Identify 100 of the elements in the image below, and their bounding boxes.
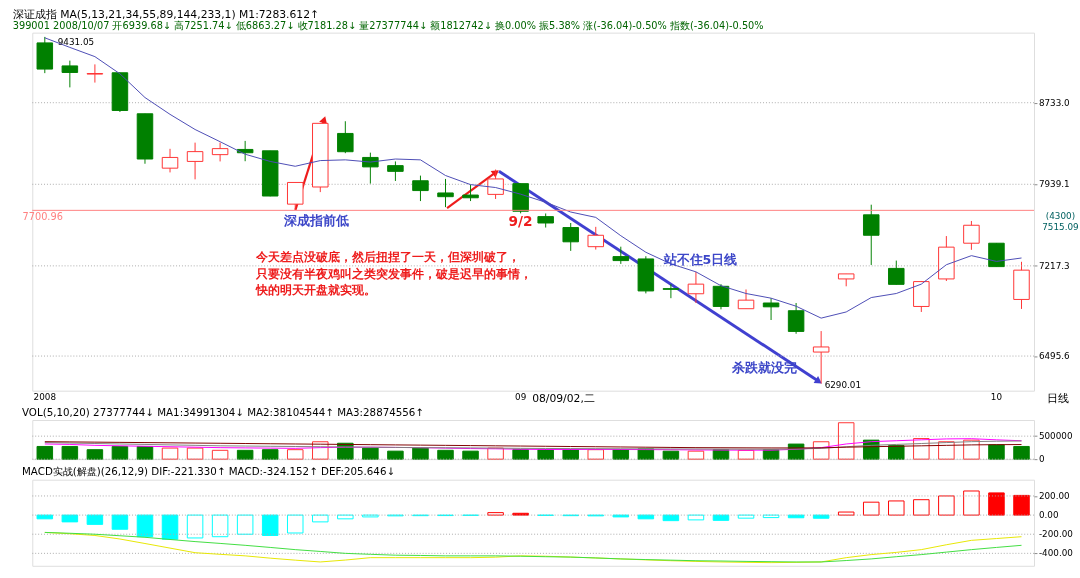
candlestick — [437, 178, 454, 208]
x-tick-label: 09 — [515, 391, 527, 402]
annotation: 深成指前低 — [283, 213, 350, 229]
text: 日线 — [1046, 392, 1069, 406]
bar — [261, 449, 279, 460]
bar — [712, 514, 730, 521]
x-tick-label: 10 — [990, 391, 1003, 402]
bar — [662, 450, 680, 460]
annotation: 9/2 — [508, 213, 533, 230]
bar — [913, 499, 930, 516]
bar — [161, 514, 179, 540]
bar — [186, 447, 204, 460]
y-tick-label: 0.00 — [1038, 510, 1059, 521]
x-tick-label: 2008 — [33, 391, 56, 402]
bar — [211, 514, 229, 538]
candlestick — [61, 60, 79, 88]
bar — [988, 444, 1005, 460]
bar — [462, 450, 479, 460]
bar — [136, 445, 154, 460]
bar — [236, 449, 254, 460]
bar — [888, 445, 905, 460]
bar — [286, 449, 304, 460]
candlestick — [161, 148, 179, 173]
candlestick — [712, 283, 730, 310]
y-tick-label: 8733.0 — [1038, 97, 1071, 108]
annotation: 今天差点没破底，然后扭捏了一天，但深圳破了， — [255, 250, 521, 265]
annotation: 快的明天开盘就实现。 — [255, 282, 377, 297]
bar — [261, 514, 279, 536]
candlestick — [988, 242, 1005, 268]
bar — [387, 450, 404, 460]
y-tick-label: 500000 — [1038, 431, 1073, 442]
bar — [537, 449, 554, 460]
bar — [1013, 494, 1030, 516]
chart-title: MACD实战(解盘)(26,12,9) DIF:-221.330↑ MACD:-324.152↑ DEF:205.646↓ — [22, 465, 396, 478]
chart-subtitle: 399001 2008/10/07 开6939.68↓ 高7251.74↓ 低6863.27↓ 收7181.28↓ 量27377744↓ 额1812742↓ 换0.00% 振5.38% 涨(-36.04)-0.50% 指数(-36.04)-0.50% — [12, 19, 764, 31]
bar — [963, 490, 980, 516]
candlestick — [662, 283, 680, 299]
candlestick — [337, 120, 354, 154]
bar — [837, 511, 855, 516]
bar — [412, 447, 429, 460]
bar — [687, 450, 705, 460]
annotation: 站不住5日线 — [662, 252, 738, 268]
bar — [186, 514, 204, 539]
bar — [111, 445, 129, 460]
candlestick — [286, 181, 304, 211]
bar — [687, 514, 705, 521]
candlestick — [211, 142, 229, 162]
candlestick — [888, 260, 905, 286]
y-tick-label: -400.00 — [1038, 548, 1074, 559]
bar — [136, 514, 154, 538]
bar — [988, 492, 1005, 516]
bar — [637, 514, 655, 520]
bar — [612, 449, 630, 460]
bar — [812, 514, 830, 519]
bar — [562, 449, 579, 460]
bar — [762, 514, 780, 519]
bar — [662, 514, 680, 522]
y-tick-label: 7217.3 — [1038, 260, 1070, 271]
candlestick — [762, 297, 780, 321]
bar — [161, 447, 179, 460]
candlestick — [687, 271, 705, 304]
bar — [362, 447, 379, 460]
text: (4300) — [1045, 211, 1076, 222]
chart-title: 深证成指 MA(5,13,21,34,55,89,144,233,1) M1:7283.612↑ — [12, 7, 320, 21]
text: 08/09/02,二 — [532, 392, 595, 406]
bar — [487, 512, 504, 516]
candlestick — [387, 160, 404, 182]
bar — [512, 449, 529, 460]
annotation: 杀跌就没完 — [730, 360, 797, 376]
candlestick — [186, 142, 204, 180]
bar — [437, 449, 454, 460]
y-tick-label: 6495.6 — [1038, 350, 1071, 361]
y-tick-label: 7939.1 — [1038, 179, 1070, 190]
bar — [36, 514, 54, 520]
bar — [236, 514, 254, 535]
ref-line-label: 7700.96 — [22, 211, 63, 223]
text: 7515.09 — [1042, 221, 1079, 232]
bar — [312, 514, 329, 523]
bar — [862, 501, 880, 516]
candlestick — [587, 226, 605, 251]
candlestick — [862, 204, 880, 266]
y-tick-label: -200.00 — [1038, 529, 1074, 540]
bar — [61, 445, 79, 460]
bar — [837, 422, 855, 460]
candlestick — [86, 63, 104, 84]
candlestick — [963, 220, 980, 251]
candlestick — [787, 302, 805, 335]
bar — [86, 514, 104, 525]
bar — [888, 500, 905, 516]
annotation: 6290.01 — [824, 380, 862, 391]
annotation: 只要没有半夜鸡叫之类突发事件，破是迟早的事情， — [255, 266, 533, 281]
bar — [337, 514, 354, 520]
bar — [737, 514, 755, 519]
candlestick — [737, 288, 755, 310]
bar — [938, 495, 955, 516]
chart-title: VOL(5,10,20) 27377744↓ MA1:34991304↓ MA2:38104544↑ MA3:28874556↑ — [22, 405, 424, 418]
y-tick-label: 0 — [1038, 454, 1045, 465]
bar — [787, 514, 805, 519]
bar — [61, 514, 79, 523]
candlestick — [412, 175, 429, 202]
